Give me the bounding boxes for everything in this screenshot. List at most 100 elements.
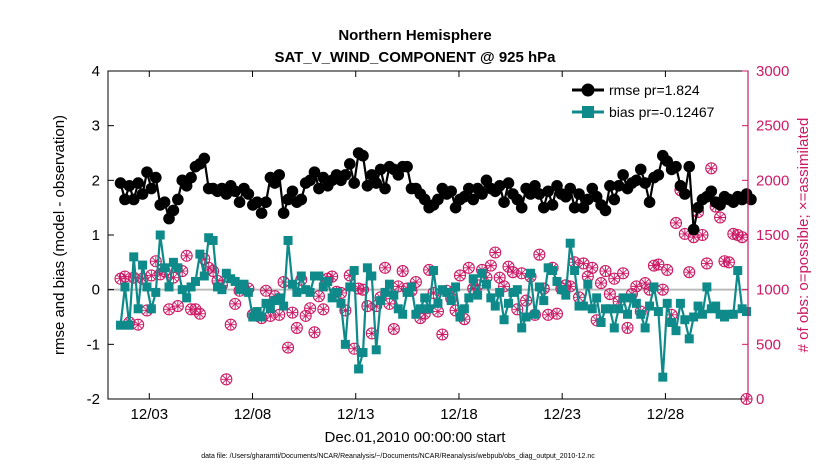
rmse-point (141, 166, 153, 178)
obs-assimilated-point (648, 260, 659, 271)
rmse-point (158, 196, 171, 208)
bias-point (481, 279, 491, 289)
footnote: data file: /Users/gharamti/Documents/NCA… (201, 453, 595, 460)
obs-assimilated-point (604, 289, 615, 300)
obs-assimilated-point (353, 283, 364, 294)
obs-possible-point (511, 303, 524, 316)
obs-assimilated-point (291, 322, 302, 333)
rmse-point (149, 171, 162, 184)
rmse-point (132, 177, 144, 189)
bias-point (468, 274, 478, 284)
obs-possible-point (550, 307, 564, 320)
bias-point (671, 326, 681, 336)
rmse-point (185, 171, 197, 184)
bias-point (177, 285, 187, 295)
rmse-point (705, 185, 718, 198)
bias-point (623, 309, 633, 319)
y-tick-label-right: 3000 (756, 63, 789, 80)
obs-assimilated-point (631, 281, 642, 292)
rmse-point (348, 177, 360, 189)
obs-assimilated-point (225, 319, 236, 330)
rmse-point (515, 201, 528, 214)
rmse-point (630, 174, 643, 187)
rmse-point (295, 193, 308, 206)
rmse-point (136, 188, 149, 200)
obs-assimilated-point (609, 273, 620, 284)
rmse-point (564, 182, 577, 195)
obs-possible-point (220, 373, 233, 386)
obs-assimilated-point (503, 261, 514, 272)
x-tick-label: 12/03 (131, 406, 169, 423)
rmse-point (313, 182, 325, 195)
obs-assimilated-point (221, 374, 232, 385)
bias-point (631, 298, 641, 308)
rmse-point (127, 193, 140, 206)
bias-point (446, 296, 456, 306)
rmse-point (679, 188, 691, 200)
bias-point (424, 304, 434, 314)
bias-point (292, 287, 302, 297)
obs-assimilated-point (410, 277, 421, 288)
rmse-point (617, 169, 629, 181)
obs-assimilated-point (719, 256, 730, 267)
bias-point (239, 279, 249, 289)
legend: rmse pr=1.824 bias pr=-0.12467 (567, 77, 742, 125)
obs-assimilated-point (146, 270, 157, 281)
bias-point (116, 320, 126, 330)
bias-point (645, 301, 655, 311)
bias-point (371, 345, 381, 355)
obs-assimilated-point (618, 268, 629, 279)
obs-assimilated-point (278, 277, 289, 288)
rmse-point (542, 185, 554, 198)
bias-point (133, 304, 143, 314)
rmse-point (476, 188, 488, 200)
rmse-point (467, 193, 480, 206)
rmse-point (123, 180, 136, 192)
bias-point (296, 271, 306, 281)
obs-possible-point (489, 246, 502, 259)
bias-point (120, 282, 130, 292)
obs-assimilated-point (164, 304, 175, 315)
bias-point (155, 230, 165, 240)
bias-point (499, 315, 509, 325)
bias-point (517, 323, 527, 333)
obs-assimilated-point (569, 257, 580, 268)
bias-point (208, 235, 218, 245)
bias-point (495, 287, 505, 297)
rmse-point (167, 204, 180, 217)
bias-point (473, 290, 483, 300)
bias-point (243, 287, 253, 297)
rmse-point (370, 177, 383, 189)
y-tick-label-left: 2 (92, 172, 100, 189)
obs-assimilated-point (137, 273, 148, 284)
obs-possible-point (286, 306, 299, 319)
bias-point (380, 287, 390, 297)
rmse-point (242, 188, 255, 200)
bias-point (464, 293, 474, 303)
bias-point (702, 282, 712, 292)
bias-point (314, 271, 324, 281)
x-tick-label: 12/18 (440, 406, 478, 423)
y-tick-label-right: 500 (756, 336, 781, 353)
bias-point (261, 298, 271, 308)
y-tick-label-left: 0 (92, 282, 100, 299)
bias-point (658, 372, 668, 382)
rmse-point (599, 204, 612, 217)
obs-assimilated-point (578, 258, 589, 269)
obs-assimilated-point (313, 291, 324, 302)
obs-assimilated-point (565, 281, 576, 292)
bias-point (556, 285, 566, 295)
bias-point (265, 304, 275, 314)
bias-point (684, 334, 694, 344)
rmse-point (533, 188, 546, 200)
bias-point (415, 304, 425, 314)
bias-point (605, 304, 615, 314)
bias-point (279, 301, 289, 311)
legend-rmse-label: rmse pr=1.824 (609, 82, 700, 98)
obs-possible-point (608, 272, 621, 285)
bias-point (305, 287, 315, 297)
obs-assimilated-point (133, 319, 144, 330)
obs-assimilated-point (679, 228, 690, 239)
bias-point (257, 312, 267, 322)
bias-point (124, 320, 134, 330)
